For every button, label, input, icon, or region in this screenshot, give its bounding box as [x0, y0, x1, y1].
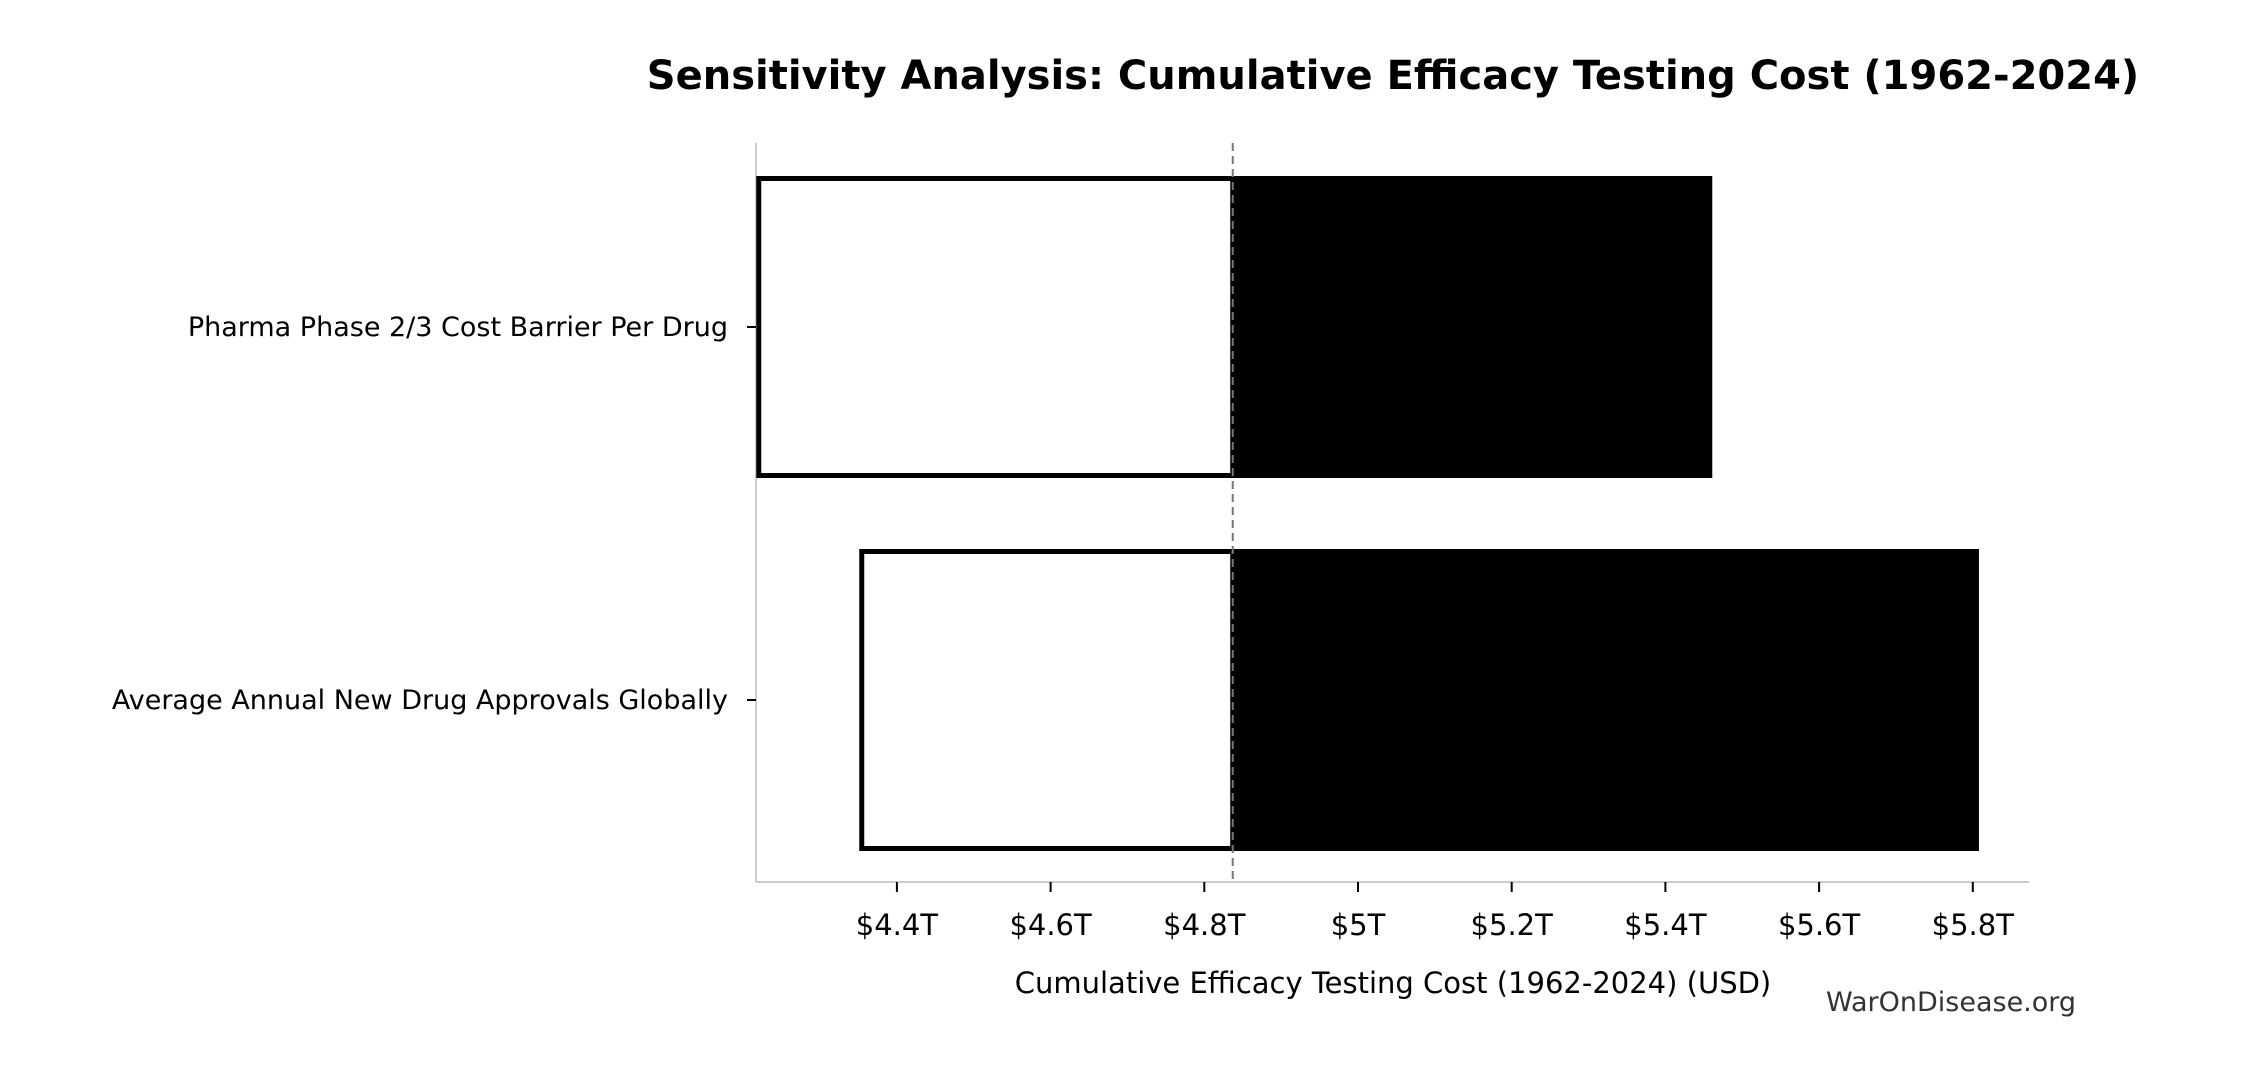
- x-tick-label: $5T: [1331, 908, 1386, 942]
- bar-low-0: [756, 176, 1236, 478]
- watermark: WarOnDisease.org: [1826, 987, 2076, 1018]
- chart-title: Sensitivity Analysis: Cumulative Efficac…: [647, 53, 2139, 99]
- x-tick-label: $5.4T: [1624, 908, 1707, 942]
- x-axis-label: Cumulative Efficacy Testing Cost (1962-2…: [1015, 966, 1772, 1000]
- bar-low-1: [859, 549, 1236, 851]
- x-tick-label: $4.6T: [1009, 908, 1092, 942]
- category-label: Average Annual New Drug Approvals Global…: [112, 685, 728, 716]
- x-tick-label: $5.2T: [1471, 908, 1554, 942]
- bar-high-1: [1232, 549, 1979, 851]
- x-tick-label: $5.8T: [1932, 908, 2015, 942]
- x-tick-label: $4.4T: [856, 908, 939, 942]
- x-tick-label: $4.8T: [1163, 908, 1246, 942]
- category-label: Pharma Phase 2/3 Cost Barrier Per Drug: [188, 312, 728, 343]
- bar-high-0: [1232, 176, 1713, 478]
- x-tick-label: $5.6T: [1778, 908, 1861, 942]
